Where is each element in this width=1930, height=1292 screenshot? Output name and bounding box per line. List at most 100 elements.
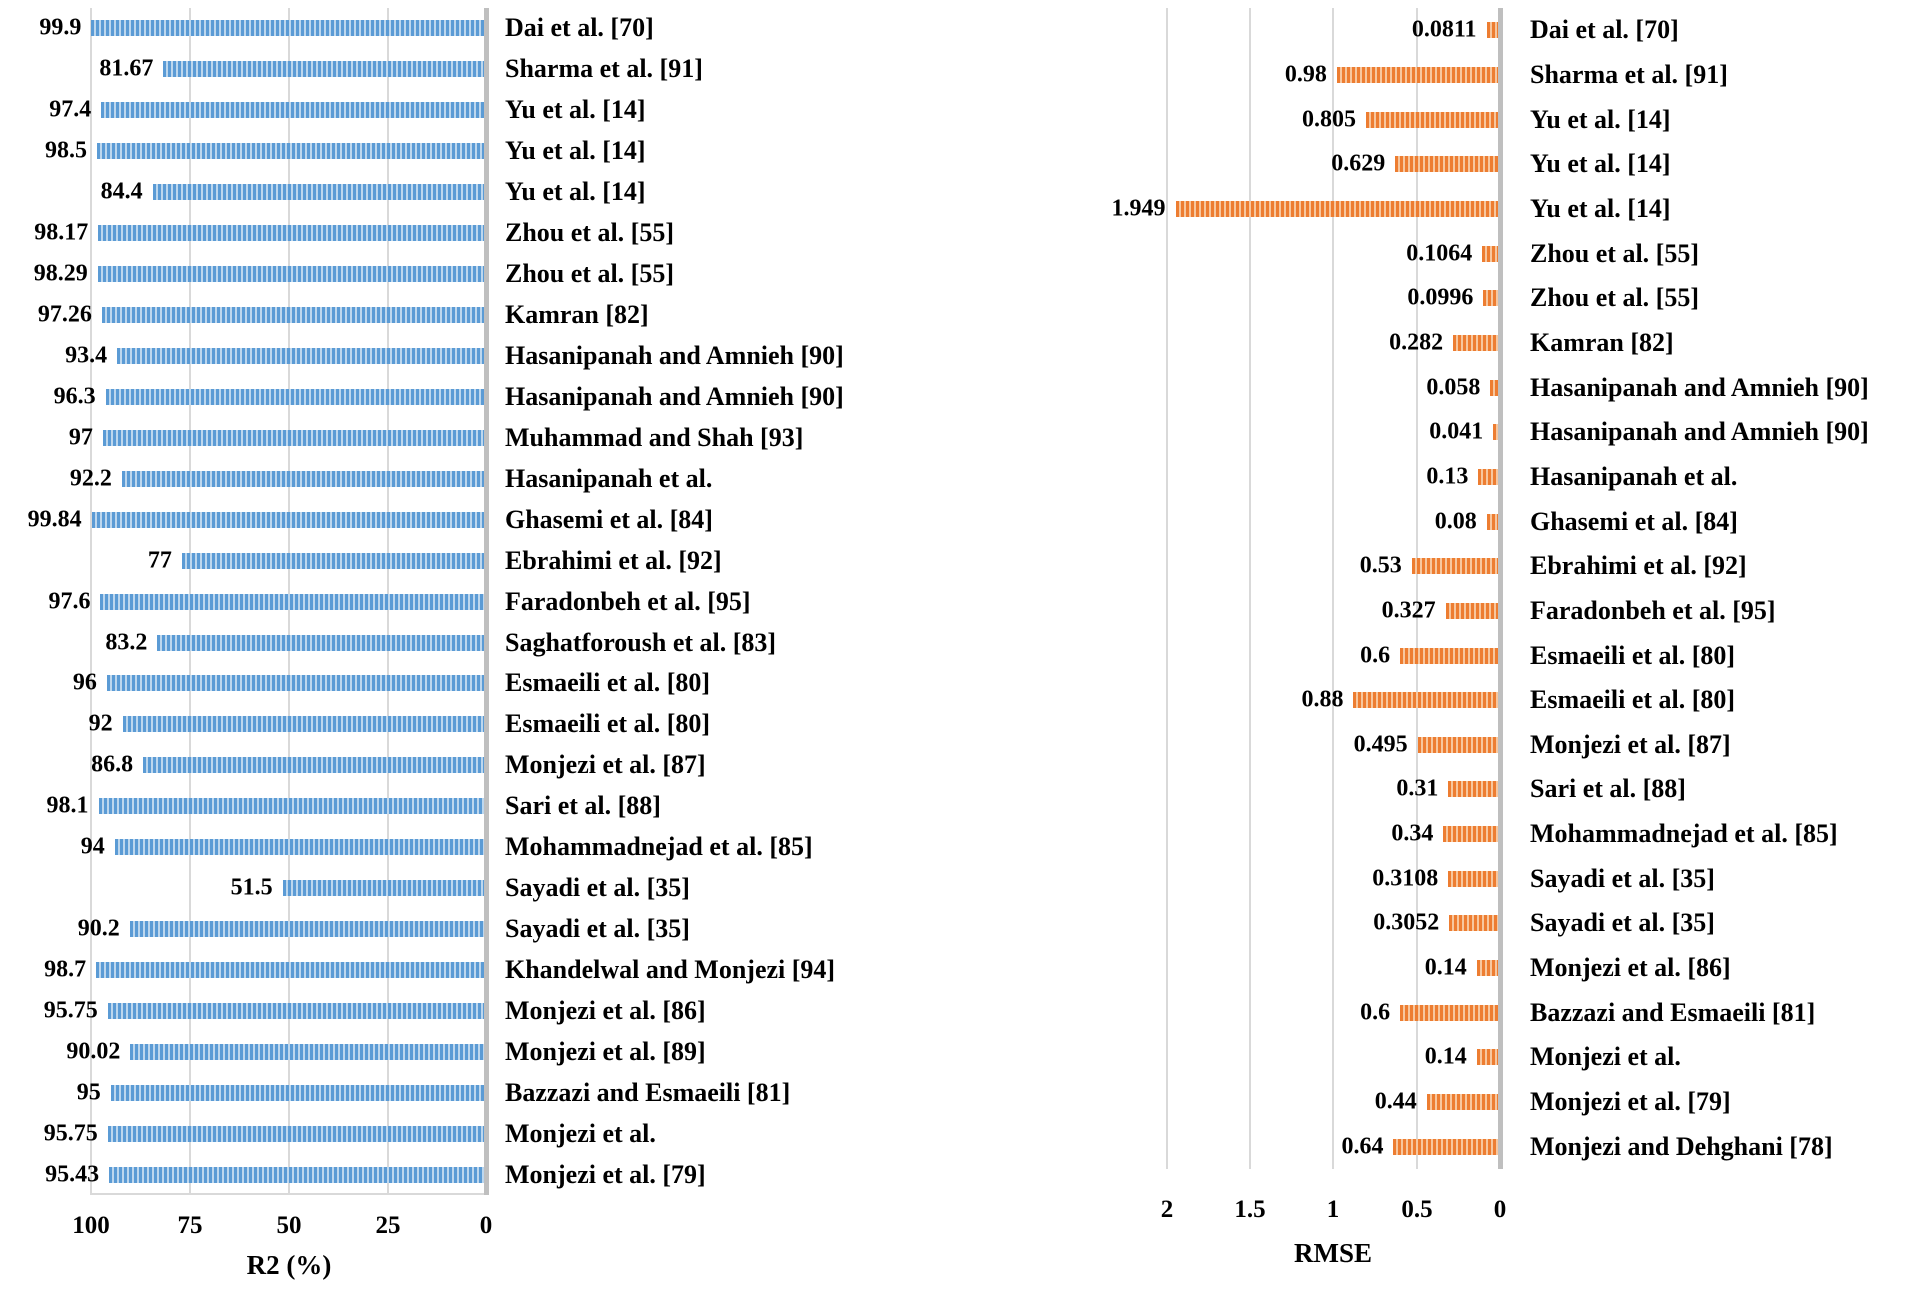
chart-row: 81.67 <box>0 49 486 90</box>
chart-row: 98.17 <box>0 213 486 254</box>
row-label: Zhou et al. [55] <box>505 259 674 289</box>
axis-tick-label: 50 <box>276 1212 302 1239</box>
bar-value-label: 0.0996 <box>1407 284 1474 311</box>
chart-row: 51.5 <box>0 868 486 909</box>
chart-row: 77 <box>0 540 486 581</box>
row-label: Muhammad and Shah [93] <box>505 422 804 452</box>
axis-tick-label: 25 <box>375 1212 401 1239</box>
data-bar <box>130 1043 486 1060</box>
gridline <box>1249 8 1251 1169</box>
data-bar <box>98 225 486 242</box>
bar-value-label: 92.2 <box>69 465 112 492</box>
row-label: Kamran [82] <box>505 300 649 330</box>
row-label: Hasanipanah et al. <box>505 463 713 493</box>
row-label: Sayadi et al. [35] <box>505 873 690 903</box>
bar-value-label: 0.08 <box>1434 508 1477 535</box>
data-bar <box>109 1166 486 1183</box>
bar-value-label: 0.64 <box>1341 1133 1384 1160</box>
data-bar <box>106 675 486 692</box>
row-label: Sharma et al. [91] <box>505 54 703 84</box>
data-bar <box>1395 156 1500 173</box>
chart-row: 96 <box>0 663 486 704</box>
row-label: Yu et al. [14] <box>1530 104 1671 134</box>
gridline <box>1416 8 1418 1169</box>
row-label: Sari et al. [88] <box>1530 774 1686 804</box>
chart-row: 97.4 <box>0 90 486 131</box>
chart-row: 96.3 <box>0 376 486 417</box>
bar-value-label: 98.1 <box>46 792 89 819</box>
bar-value-label: 0.805 <box>1301 106 1356 133</box>
row-label: Monjezi and Dehghani [78] <box>1530 1131 1833 1161</box>
chart-row: 0.88 <box>950 678 1500 723</box>
chart-row: 94 <box>0 827 486 868</box>
chart-row: 0.98 <box>950 53 1500 98</box>
data-bar <box>1478 468 1500 485</box>
data-bar <box>101 307 486 324</box>
row-label: Saghatforoush et al. [83] <box>505 627 777 657</box>
bar-value-label: 95 <box>76 1079 101 1106</box>
axis-tick-label: 1.5 <box>1234 1196 1266 1223</box>
bar-value-label: 0.53 <box>1359 552 1402 579</box>
data-bar <box>1476 1049 1500 1066</box>
chart-row: 83.2 <box>0 622 486 663</box>
chart-row: 0.31 <box>950 767 1500 812</box>
chart-row: 99.9 <box>0 8 486 49</box>
data-bar <box>100 593 486 610</box>
data-bar <box>1445 602 1500 619</box>
chart-row: 98.5 <box>0 131 486 172</box>
row-label: Sayadi et al. [35] <box>505 914 690 944</box>
chart-row: 0.13 <box>950 455 1500 500</box>
bar-value-label: 51.5 <box>230 874 273 901</box>
chart-row: 92.2 <box>0 458 486 499</box>
data-bar <box>1393 1138 1500 1155</box>
row-label: Faradonbeh et al. [95] <box>505 586 751 616</box>
data-bar <box>91 511 486 528</box>
row-label: Hasanipanah and Amnieh [90] <box>1530 417 1869 447</box>
data-bar <box>110 1084 486 1101</box>
chart-row: 0.0811 <box>950 8 1500 53</box>
row-label: Esmaeili et al. [80] <box>1530 640 1736 670</box>
data-bar <box>129 921 486 938</box>
row-label: Sharma et al. [91] <box>1530 59 1728 89</box>
bar-value-label: 0.0811 <box>1411 16 1477 43</box>
data-bar <box>143 757 486 774</box>
axis-tick-label: 75 <box>177 1212 203 1239</box>
bar-value-label: 95.75 <box>43 1120 98 1147</box>
bar-value-label: 81.67 <box>99 55 154 82</box>
row-label: Zhou et al. [55] <box>1530 283 1699 313</box>
bar-value-label: 98.17 <box>34 219 89 246</box>
row-label: Ebrahimi et al. [92] <box>505 545 722 575</box>
row-label: Monjezi et al. [87] <box>1530 729 1731 759</box>
data-bar <box>1417 736 1500 753</box>
data-bar <box>98 798 486 815</box>
bar-value-label: 99.9 <box>39 14 82 41</box>
row-label: Esmaeili et al. [80] <box>505 668 711 698</box>
row-label: Yu et al. [14] <box>1530 193 1671 223</box>
r2-chart-row-labels: Dai et al. [70] Sharma et al. [91] Yu et a… <box>505 8 935 1195</box>
row-label: Monjezi et al. [79] <box>1530 1087 1731 1117</box>
bar-value-label: 83.2 <box>105 629 148 656</box>
row-label: Faradonbeh et al. [95] <box>1530 595 1776 625</box>
data-bar <box>1336 66 1500 83</box>
data-bar <box>114 839 486 856</box>
chart-row: 97.6 <box>0 581 486 622</box>
bar-value-label: 0.44 <box>1374 1088 1417 1115</box>
row-label: Yu et al. [14] <box>505 95 646 125</box>
data-bar <box>117 347 486 364</box>
row-label: Ghasemi et al. [84] <box>505 504 713 534</box>
chart-row: 0.64 <box>950 1124 1500 1169</box>
bar-value-label: 98.29 <box>33 260 88 287</box>
bar-value-label: 97.4 <box>49 96 92 123</box>
bar-value-label: 97.6 <box>48 588 91 615</box>
chart-row: 0.058 <box>950 365 1500 410</box>
row-label: Mohammadnejad et al. [85] <box>505 832 813 862</box>
row-label: Hasanipanah et al. <box>1530 461 1738 491</box>
chart-row: 0.44 <box>950 1080 1500 1125</box>
row-label: Hasanipanah and Amnieh [90] <box>1530 372 1869 402</box>
row-label: Monjezi et al. [87] <box>505 750 706 780</box>
r2-chart-bars-area: 99.9 81.67 97.4 98.5 84.4 98.17 98.29 97.26 93.4… <box>0 8 486 1195</box>
chart-row: 0.34 <box>950 812 1500 857</box>
bar-value-label: 0.13 <box>1426 463 1469 490</box>
chart-row: 97.26 <box>0 295 486 336</box>
